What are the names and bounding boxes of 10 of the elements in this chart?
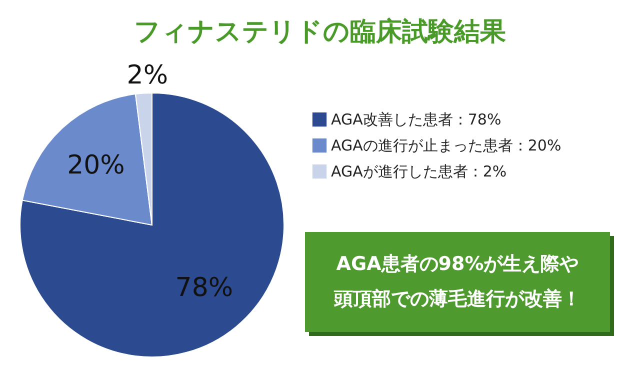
legend-label: AGAの進行が止まった患者：20% <box>331 136 562 154</box>
legend-label: AGAが進行した患者：2% <box>331 162 507 180</box>
text: 頭頂部での薄毛進行が改善！ <box>333 288 581 310</box>
text: AGA患者の98%が生え際や <box>336 253 579 275</box>
data-label: 78% <box>175 273 234 304</box>
data-label: 2% <box>126 60 168 90</box>
pie-slice <box>20 92 284 358</box>
data-label: 20% <box>67 150 125 180</box>
chart-title: フィナステリドの臨床試験結果 <box>134 17 506 47</box>
legend-label: AGA改善した患者：78% <box>331 110 502 128</box>
